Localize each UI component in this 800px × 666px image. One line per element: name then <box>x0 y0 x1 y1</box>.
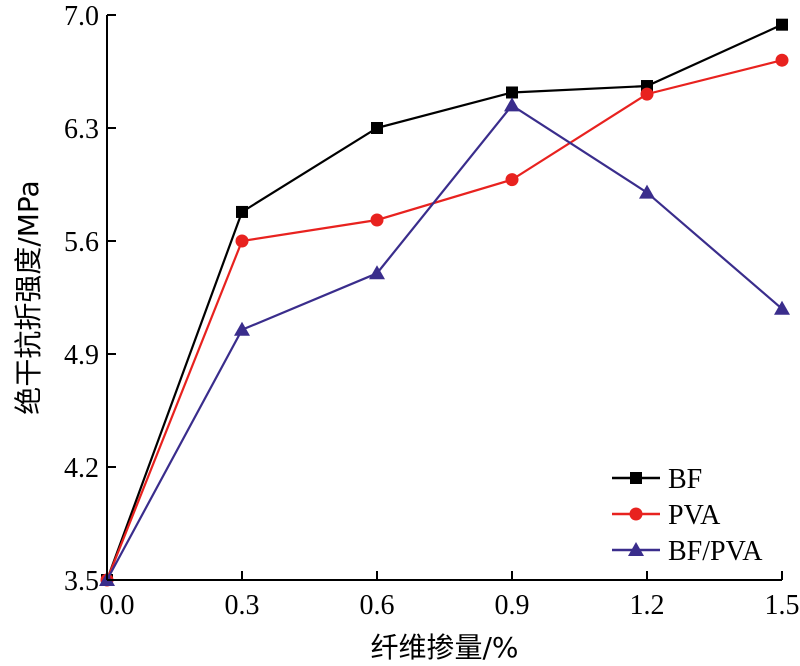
legend-item: BF/PVA <box>612 536 763 567</box>
x-tick-label: 0.6 <box>360 590 395 621</box>
legend-label: PVA <box>668 500 721 531</box>
data-point <box>369 265 385 280</box>
y-tick-label: 4.2 <box>64 453 99 484</box>
data-point <box>775 53 789 67</box>
data-point <box>640 87 654 101</box>
data-point <box>639 184 655 199</box>
legend-label: BF/PVA <box>668 536 763 567</box>
y-tick-label: 3.5 <box>64 566 99 597</box>
ticks: 3.5 4.2 4.9 5.6 6.3 7.0 0.0 0.3 0.6 0.9 1.2 1.5 <box>64 1 800 621</box>
series-line <box>105 23 783 581</box>
data-point <box>504 97 520 112</box>
legend: BF PVA BF/PVA <box>612 464 763 567</box>
data-point <box>505 173 519 187</box>
data-point <box>235 234 249 248</box>
legend-item: BF <box>612 464 702 495</box>
y-tick-label: 7.0 <box>64 1 99 32</box>
data-point <box>776 18 788 31</box>
x-tick-label: 0.0 <box>100 590 135 621</box>
y-tick-label: 6.3 <box>64 114 99 145</box>
axes <box>106 15 782 581</box>
y-axis-title: 绝干抗折强度/MPa <box>12 180 45 414</box>
x-tick-label: 0.9 <box>495 590 530 621</box>
legend-marker <box>629 507 643 521</box>
legend-marker <box>628 542 644 556</box>
series-line <box>106 103 783 581</box>
series-line <box>105 59 783 581</box>
x-axis-title: 纤维掺量/% <box>370 631 518 664</box>
legend-item: PVA <box>612 500 721 531</box>
x-tick-label: 1.5 <box>765 590 800 621</box>
x-tick-label: 0.3 <box>225 590 260 621</box>
data-point <box>236 205 248 218</box>
x-tick-label: 1.2 <box>630 590 665 621</box>
data-point <box>370 213 384 227</box>
data-point <box>234 321 250 336</box>
data-point <box>774 300 790 315</box>
data-point <box>506 86 518 99</box>
series-layer <box>99 18 790 587</box>
y-tick-label: 5.6 <box>64 227 99 258</box>
data-point <box>371 122 383 134</box>
legend-marker <box>630 472 642 484</box>
y-tick-label: 4.9 <box>64 340 99 371</box>
legend-label: BF <box>668 464 702 495</box>
